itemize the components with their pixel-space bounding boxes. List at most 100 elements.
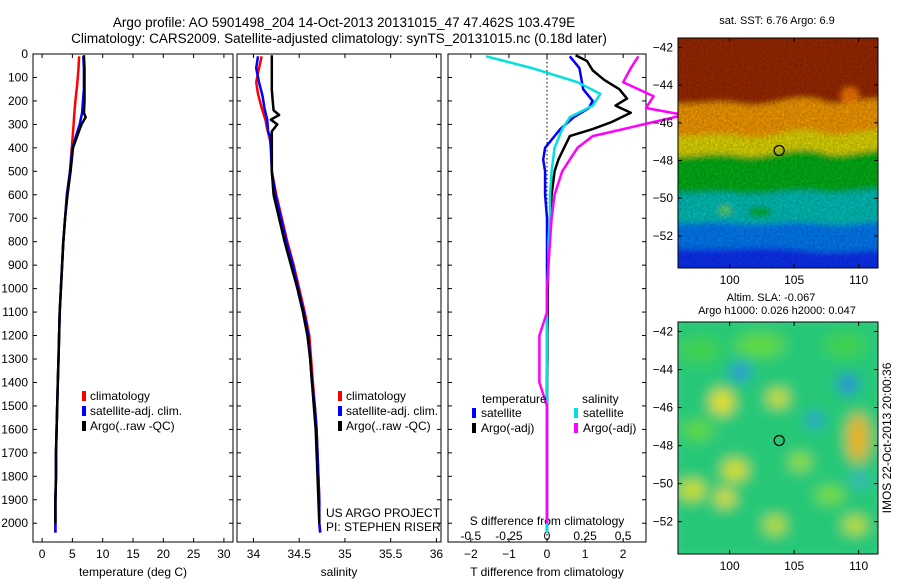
x-tick-label: 34 — [247, 547, 261, 561]
map-y-tick-label: −46 — [653, 401, 674, 415]
series-line-satellite-salinity — [485, 55, 602, 533]
x-tick-label: 2 — [620, 547, 627, 561]
x-tick-label: 34.5 — [288, 547, 312, 561]
map-y-tick-label: −44 — [653, 363, 674, 377]
legend-entry: satellite — [583, 406, 624, 420]
x-tick-label: 1 — [582, 547, 589, 561]
map-y-tick-label: −50 — [653, 191, 674, 205]
secondary-x-tick-label: 0.5 — [615, 529, 632, 543]
legend-group-title: salinity — [582, 392, 619, 406]
map-y-tick-label: −48 — [653, 439, 674, 453]
depth-tick-label: 1200 — [1, 329, 28, 343]
pi-label: PI: STEPHEN RISER — [326, 520, 441, 534]
legend-entry: climatology — [90, 389, 150, 403]
plot-frame — [32, 53, 234, 543]
depth-tick-label: 200 — [8, 94, 28, 108]
secondary-x-tick-label: -0.5 — [461, 529, 482, 543]
depth-tick-label: 700 — [8, 211, 28, 225]
legend-entry: Argo(-adj) — [583, 421, 636, 435]
project-label: US ARGO PROJECT — [326, 506, 441, 520]
depth-tick-label: 1300 — [1, 352, 28, 366]
sst-map: sat. SST: 6.76 Argo: 6.9 100 105 110 −42 −44… — [653, 15, 879, 287]
series-line-climatology — [54, 56, 81, 533]
depth-tick-label: 1700 — [1, 446, 28, 460]
depth-tick-label: 800 — [8, 235, 28, 249]
difference-panel: −2 −1 0 1 2 T difference from climatology -0.5… — [447, 53, 686, 579]
depth-tick-label: 300 — [8, 117, 28, 131]
map-y-tick-label: −52 — [653, 515, 674, 529]
argo-position-marker-sla — [773, 434, 785, 447]
map-y-tick-label: −42 — [653, 40, 674, 54]
map-x-tick-label: 110 — [849, 559, 868, 573]
x-tick-label: −2 — [464, 547, 478, 561]
depth-tick-label: 100 — [8, 70, 28, 84]
sst-map-ticks: 100 105 110 −42 −44 −46 −48 −50 −52 — [653, 38, 878, 287]
x-axis-label: temperature (deg C) — [79, 565, 187, 579]
secondary-x-tick-label: 0 — [544, 529, 551, 543]
x-tick-label: 35 — [338, 547, 352, 561]
map-y-tick-label: −44 — [653, 78, 674, 92]
x-tick-label: 36 — [430, 547, 444, 561]
depth-tick-label: 1000 — [1, 282, 28, 296]
temperature-panel: 0100200300400500600700800900100011001200… — [1, 47, 234, 579]
legend-entry: Argo(..raw -QC) — [346, 419, 431, 433]
x-tick-label: −1 — [502, 547, 516, 561]
depth-tick-label: 0 — [21, 47, 28, 61]
series-line-argo-raw-qc- — [54, 55, 87, 524]
secondary-x-tick-label: 0.25 — [573, 529, 597, 543]
legend-entry: satellite-adj. clim. — [346, 404, 438, 418]
sla-map-ticks: 100 105 110 −42 −44 −46 −48 −50 −52 — [653, 322, 878, 573]
salinity-panel: 34 34.5 35 35.5 36 salinity climatologysatelli… — [236, 53, 444, 579]
x-tick-label: 30 — [217, 547, 231, 561]
depth-tick-label: 1500 — [1, 399, 28, 413]
x-tick-label: 15 — [126, 547, 140, 561]
sla-field — [678, 322, 878, 554]
series-line-argo-adj--salinity — [538, 55, 686, 524]
map-y-tick-label: −50 — [653, 477, 674, 491]
legend-entry: satellite — [481, 406, 522, 420]
x-tick-label: 35.5 — [379, 547, 403, 561]
figure-title-line1: Argo profile: AO 5901498_204 14-Oct-2013… — [113, 15, 575, 30]
argo-position-marker — [773, 144, 785, 157]
depth-tick-label: 500 — [8, 164, 28, 178]
x-axis-label: T difference from climatology — [470, 565, 624, 579]
legend-entry: Argo(-adj) — [481, 421, 534, 435]
x-tick-label: 20 — [157, 547, 171, 561]
legend-entry: satellite-adj. clim. — [90, 404, 182, 418]
depth-tick-label: 1800 — [1, 469, 28, 483]
depth-tick-label: 2000 — [1, 516, 28, 530]
x-tick-label: 0 — [39, 547, 46, 561]
sla-map-title-line2: Argo h1000: 0.026 h2000: 0.047 — [698, 305, 856, 317]
map-y-tick-label: −42 — [653, 325, 674, 339]
map-x-tick-label: 105 — [784, 559, 804, 573]
series-line-climatology — [254, 56, 322, 533]
map-y-tick-label: −52 — [653, 229, 674, 243]
map-x-tick-label: 110 — [849, 273, 868, 287]
generation-timestamp: IMOS 22-Oct-2013 20:00:36 — [880, 362, 894, 513]
depth-tick-label: 400 — [8, 141, 28, 155]
map-y-tick-label: −48 — [653, 154, 674, 168]
series-line-argo-raw-qc- — [269, 55, 321, 524]
sla-map: Altim. SLA: -0.067 Argo h1000: 0.026 h20… — [653, 292, 879, 573]
legend-group-title: temperature — [482, 392, 547, 406]
x-tick-label: 25 — [187, 547, 201, 561]
legend-entry: Argo(..raw -QC) — [90, 419, 175, 433]
depth-tick-label: 600 — [8, 188, 28, 202]
sst-field — [678, 38, 878, 268]
secondary-x-tick-label: -0.25 — [495, 529, 523, 543]
map-x-tick-label: 105 — [784, 273, 804, 287]
plot-frame — [236, 53, 442, 543]
legend-entry: climatology — [346, 389, 406, 403]
sla-map-title-line1: Altim. SLA: -0.067 — [727, 292, 816, 304]
figure-title-line2: Climatology: CARS2009. Satellite-adjuste… — [71, 31, 607, 46]
map-x-tick-label: 100 — [720, 559, 740, 573]
depth-tick-label: 1100 — [2, 305, 28, 319]
map-x-tick-label: 100 — [720, 273, 740, 287]
depth-tick-label: 1900 — [1, 493, 28, 507]
depth-tick-label: 900 — [8, 258, 28, 272]
x-axis-label: salinity — [321, 565, 358, 579]
series-line-satellite-temperature — [541, 55, 594, 533]
x-tick-label: 5 — [69, 547, 76, 561]
map-y-tick-label: −46 — [653, 116, 674, 130]
